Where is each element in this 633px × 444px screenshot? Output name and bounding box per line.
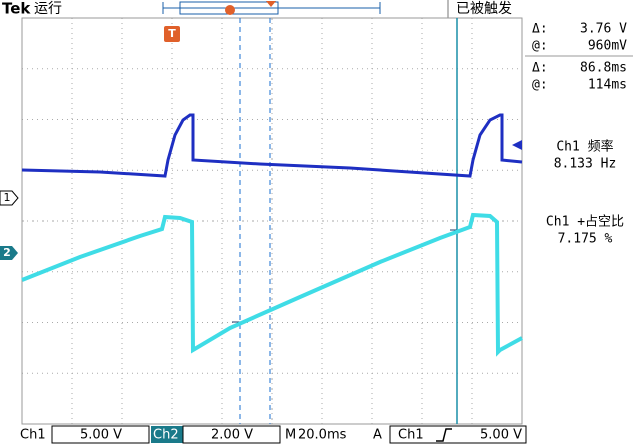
ch2-marker (0, 246, 18, 260)
ch1-scale: 5.00 V (80, 428, 122, 443)
trigger-box (389, 425, 527, 444)
ch2-label: Ch2 (153, 428, 179, 443)
trigger-position (266, 1, 276, 7)
trigger-label: A (373, 428, 382, 443)
measurement-value: 7.175 % (558, 232, 613, 247)
time-label: M (285, 428, 296, 443)
readout-label: @: (532, 39, 548, 54)
measurement-label: Ch1 +占空比 (546, 215, 624, 230)
timeline-trigger (225, 5, 235, 15)
ch2-trace (21, 212, 523, 357)
ch1-scale-box (51, 425, 150, 444)
ch2-scale: 2.00 V (211, 428, 253, 443)
ch1-trace (21, 113, 523, 178)
readout-value: 114ms (588, 78, 627, 93)
graticule-border (21, 17, 523, 425)
readout-value: 3.76 V (580, 22, 627, 37)
slope-icon (436, 428, 452, 442)
readout-value: 960mV (588, 39, 627, 54)
ch1-label: Ch1 (20, 428, 46, 443)
trigger-source: Ch1 (398, 428, 424, 443)
brand: Tek (2, 0, 31, 18)
time-scale: 20.0ms (298, 428, 347, 443)
readout-value: 86.8ms (580, 61, 627, 76)
graticule (22, 18, 522, 424)
readout-label: Δ: (532, 22, 548, 37)
ch2-marker-label: 2 (3, 246, 11, 259)
run-state: 运行 (34, 1, 62, 17)
ch2-scale-box (182, 425, 281, 444)
trigger-marker (164, 26, 180, 42)
ch1-level-marker (512, 140, 522, 150)
readout-label: Δ: (532, 61, 548, 76)
measurement-value: 8.133 Hz (554, 157, 617, 172)
ch1-marker-label: 1 (4, 191, 11, 204)
trigger-state: 已被触发 (456, 1, 512, 17)
readout-label: @: (532, 78, 548, 93)
ch2-label-box (151, 426, 183, 443)
trigger-marker-label: T (168, 27, 176, 40)
ch1-marker (0, 190, 19, 206)
trigger-level: 5.00 V (480, 428, 522, 443)
measurement-label: Ch1 频率 (556, 139, 613, 155)
